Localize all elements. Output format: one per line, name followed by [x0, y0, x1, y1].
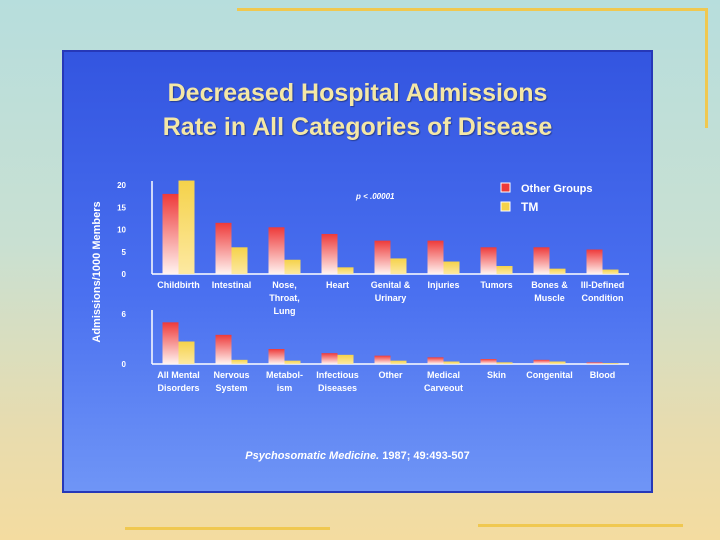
bar-tm [284, 360, 301, 364]
category-label: Intestinal [212, 280, 252, 290]
bar-other-groups [321, 233, 338, 274]
bar-tm [178, 341, 195, 364]
category-label: Condition [582, 293, 624, 303]
bar-other-groups [162, 322, 179, 364]
category-label: Nose, [272, 280, 297, 290]
category-label: Childbirth [157, 280, 200, 290]
category-label: Throat, [269, 293, 300, 303]
category-label: System [215, 383, 247, 393]
citation-journal: Psychosomatic Medicine. [245, 450, 380, 462]
bar-other-groups [427, 240, 444, 274]
bar-tm [337, 354, 354, 364]
y-tick-label: 10 [117, 226, 126, 235]
category-label: Disorders [157, 383, 199, 393]
bar-tm [496, 362, 513, 364]
category-label: Genital & [371, 280, 411, 290]
category-label: Congenital [526, 370, 573, 380]
category-label: Tumors [480, 280, 512, 290]
category-label: Muscle [534, 293, 565, 303]
bar-tm [443, 361, 460, 364]
category-label: Injuries [427, 280, 459, 290]
bar-other-groups [480, 359, 497, 364]
bar-other-groups [480, 247, 497, 274]
bar-tm [337, 267, 354, 274]
category-label: Nervous [213, 370, 249, 380]
category-label: Diseases [318, 383, 357, 393]
bar-tm [443, 261, 460, 274]
bar-other-groups [162, 193, 179, 274]
category-label: Blood [590, 370, 616, 380]
bar-tm [549, 268, 566, 274]
legend-label-tm: TM [521, 200, 538, 214]
legend-swatch-other-groups [500, 182, 511, 193]
bar-tm [602, 269, 619, 274]
bar-other-groups [268, 227, 285, 274]
legend-label-other-groups: Other Groups [521, 183, 593, 195]
frame-bottom-line-left [125, 527, 330, 530]
bar-tm [390, 258, 407, 274]
bar-other-groups [321, 353, 338, 364]
category-label: Other [378, 370, 403, 380]
y-tick-label: 0 [122, 360, 127, 369]
bar-other-groups [427, 357, 444, 364]
bar-other-groups [533, 359, 550, 364]
bar-tm [390, 360, 407, 364]
bar-tm [602, 363, 619, 364]
category-label: Carveout [424, 383, 463, 393]
citation: Psychosomatic Medicine. 1987; 49:493-507 [64, 450, 651, 462]
category-label: Infectious [316, 370, 359, 380]
bar-other-groups [215, 222, 232, 274]
bar-tm [496, 265, 513, 274]
frame-top-line [237, 8, 707, 11]
y-axis-title: Admissions/1000 Members [91, 201, 103, 342]
y-tick-label: 5 [122, 248, 127, 257]
y-tick-label: 6 [122, 310, 127, 319]
citation-ref: 1987; 49:493-507 [379, 450, 470, 462]
category-label: ism [277, 383, 293, 393]
bar-other-groups [374, 355, 391, 364]
slide-panel: Decreased Hospital Admissions Rate in Al… [62, 50, 653, 493]
category-label: Heart [326, 280, 349, 290]
y-tick-label: 20 [117, 181, 126, 190]
y-tick-label: 0 [122, 270, 127, 279]
title-line-2: Rate in All Categories of Disease [162, 113, 553, 141]
bar-other-groups [586, 362, 603, 364]
bar-other-groups [374, 240, 391, 274]
title-line-1: Decreased Hospital Admissions [167, 79, 548, 107]
bar-other-groups [586, 249, 603, 274]
category-label: All Mental [157, 370, 200, 380]
bar-other-groups [268, 349, 285, 364]
category-label: Metabol- [266, 370, 303, 380]
bar-tm [178, 180, 195, 274]
category-label: Ill-Defined [581, 280, 625, 290]
category-label: Bones & [531, 280, 568, 290]
category-label: Medical [427, 370, 460, 380]
legend-swatch-tm [500, 201, 511, 212]
frame-bottom-line-right [478, 524, 683, 527]
bar-other-groups [533, 247, 550, 274]
bar-tm [231, 359, 248, 364]
y-tick-label: 15 [117, 203, 126, 212]
frame-right-line [705, 8, 708, 128]
bar-tm [231, 247, 248, 274]
bar-tm [549, 361, 566, 364]
category-label: Skin [487, 370, 506, 380]
admissions-chart: 0 5 10 15 20 Childbirth Intestinal Nose, Throat,… [91, 180, 629, 393]
bar-tm [284, 259, 301, 274]
category-label: Lung [274, 306, 296, 316]
bar-other-groups [215, 334, 232, 364]
category-label: Urinary [375, 293, 407, 303]
p-value-annotation: p < .00001 [355, 192, 395, 201]
